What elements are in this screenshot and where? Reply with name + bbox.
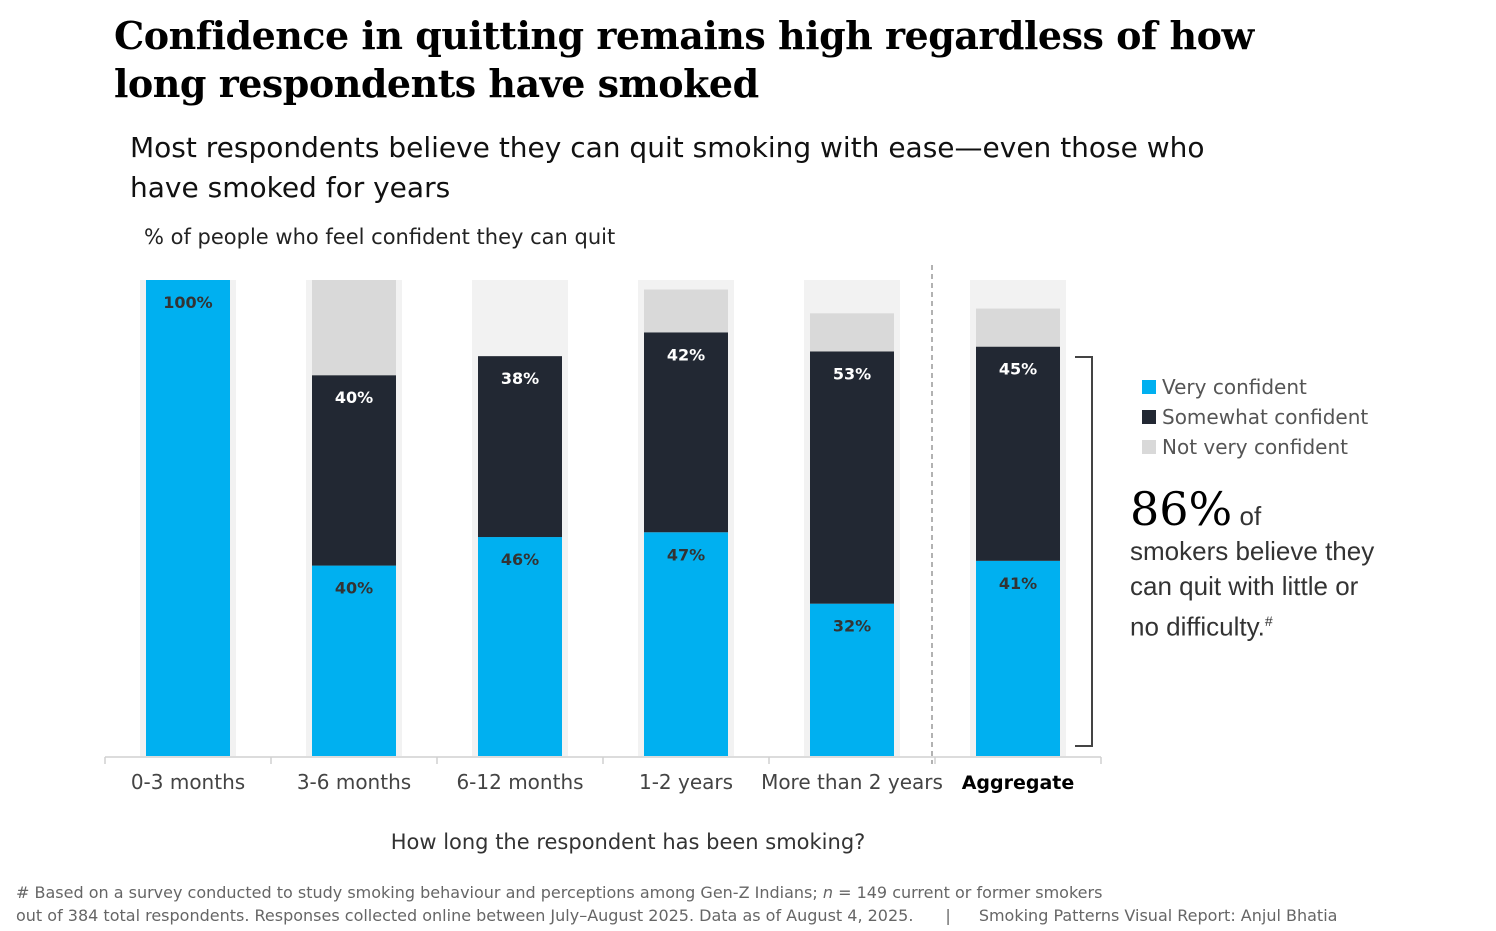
bar-not-very-confident-1-2-years	[644, 289, 728, 333]
bar-somewhat-confident-aggregate	[976, 346, 1060, 561]
data-label-somewhat-confident-1-2-years: 42%	[667, 345, 705, 364]
chart-subtitle: Most respondents believe they can quit s…	[130, 131, 1205, 204]
footnote-n: n	[822, 883, 833, 902]
bar-somewhat-confident-6-12-months	[478, 356, 562, 538]
y-axis-label: % of people who feel confident they can …	[144, 225, 616, 249]
callout-of: of	[1239, 501, 1262, 531]
data-label-very-confident-1-2-years: 47%	[667, 545, 705, 564]
bar-somewhat-confident-3-6-months	[312, 375, 396, 566]
data-label-very-confident-3-6-months: 40%	[335, 579, 373, 598]
footnote-line-1: # Based on a survey conducted to study s…	[16, 881, 1456, 904]
bar-very-confident-3-6-months	[312, 565, 396, 756]
chart-title: Confidence in quitting remains high rega…	[114, 13, 1254, 106]
data-label-somewhat-confident-more-than-2-years: 53%	[833, 364, 871, 383]
legend-swatch-very-confident	[1142, 380, 1156, 394]
footnote-text: out of 384 total respondents. Responses …	[16, 906, 914, 925]
data-label-somewhat-confident-3-6-months: 40%	[335, 388, 373, 407]
bar-very-confident-1-2-years	[644, 532, 728, 756]
data-label-somewhat-confident-aggregate: 45%	[999, 360, 1037, 379]
legend-label: Very confident	[1162, 375, 1307, 399]
data-label-somewhat-confident-6-12-months: 38%	[501, 369, 539, 388]
footnote-text: = 149 current or former smokers	[832, 883, 1103, 902]
legend-item-very-confident: Very confident	[1142, 372, 1368, 402]
data-label-very-confident-aggregate: 41%	[999, 574, 1037, 593]
aggregate-bracket	[1075, 356, 1093, 747]
bar-very-confident-aggregate	[976, 560, 1060, 756]
bar-not-very-confident-more-than-2-years	[810, 313, 894, 352]
legend-swatch-somewhat-confident	[1142, 410, 1156, 424]
callout-body: smokers believe they can quit with littl…	[1130, 536, 1375, 642]
legend-swatch-not-very-confident	[1142, 440, 1156, 454]
bar-very-confident-0-3-months	[146, 280, 230, 756]
footnote-credit: Smoking Patterns Visual Report: Anjul Bh…	[978, 906, 1338, 925]
legend-item-not-very-confident: Not very confident	[1142, 432, 1368, 462]
bar-somewhat-confident-1-2-years	[644, 332, 728, 533]
x-tick-label-3-6-months: 3-6 months	[297, 770, 411, 794]
bar-not-very-confident-aggregate	[976, 308, 1060, 347]
data-label-very-confident-more-than-2-years: 32%	[833, 617, 871, 636]
callout-percentage: 86%	[1130, 482, 1233, 536]
bar-somewhat-confident-more-than-2-years	[810, 351, 894, 604]
bar-not-very-confident-3-6-months	[312, 280, 396, 376]
x-tick-label-0-3-months: 0-3 months	[131, 770, 245, 794]
footnote: # Based on a survey conducted to study s…	[16, 881, 1456, 927]
bar-very-confident-6-12-months	[478, 537, 562, 756]
bar-very-confident-more-than-2-years	[810, 603, 894, 756]
x-tick-label-6-12-months: 6-12 months	[456, 770, 583, 794]
footnote-text: # Based on a survey conducted to study s…	[16, 883, 823, 902]
x-axis-label: How long the respondent has been smoking…	[390, 830, 866, 854]
data-label-very-confident-0-3-months: 100%	[163, 293, 212, 312]
x-tick-label-aggregate: Aggregate	[962, 772, 1075, 794]
footnote-line-2: out of 384 total respondents. Responses …	[16, 904, 1456, 927]
legend-label: Somewhat confident	[1162, 405, 1369, 429]
data-label-very-confident-6-12-months: 46%	[501, 550, 539, 569]
legend: Very confident Somewhat confident Not ve…	[1142, 372, 1368, 462]
callout-footnote-mark: #	[1264, 613, 1273, 629]
legend-label: Not very confident	[1162, 435, 1348, 459]
footnote-separator: |	[945, 906, 951, 925]
callout-text: 86% of smokers believe they can quit wit…	[1130, 484, 1390, 645]
x-tick-label-1-2-years: 1-2 years	[639, 770, 733, 794]
legend-item-somewhat-confident: Somewhat confident	[1142, 402, 1368, 432]
x-tick-label-more-than-2-years: More than 2 years	[761, 770, 943, 794]
